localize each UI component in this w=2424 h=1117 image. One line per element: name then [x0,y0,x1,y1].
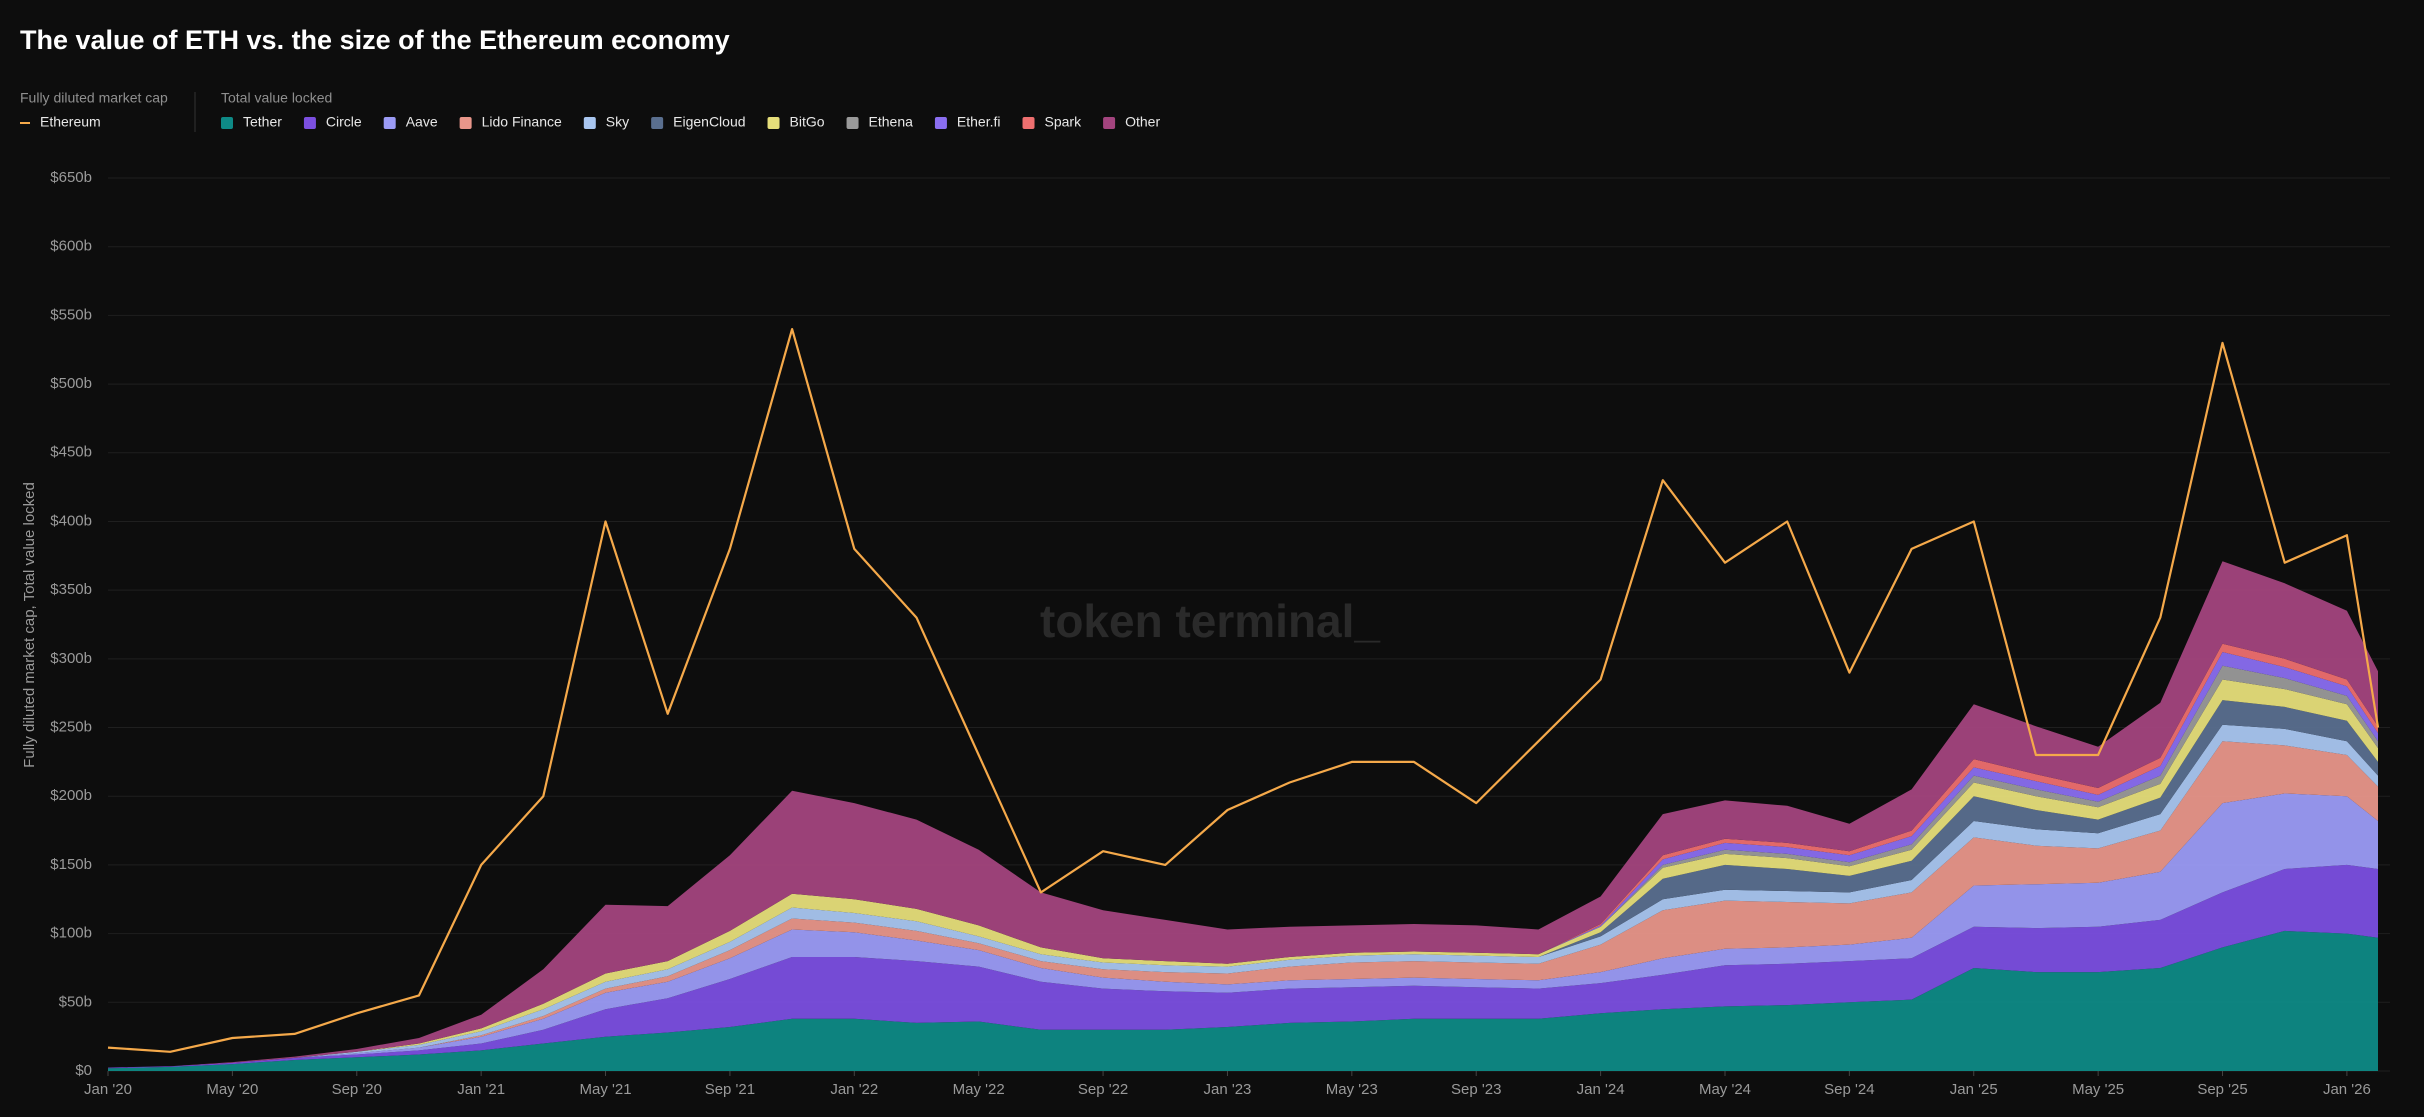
x-tick-label: Jan '22 [830,1081,878,1098]
legend-group-label: Fully diluted market cap [20,90,168,106]
legend-swatch [459,117,472,129]
area-3 [108,741,2378,1068]
legend-swatch [651,117,664,129]
legend-swatch [583,117,596,129]
x-tick-label: Sep '22 [1078,1081,1128,1098]
legend-swatch [303,117,316,129]
area-0 [108,930,2378,1071]
legend-label: Ethereum [40,114,101,130]
legend-label: Aave [406,114,438,130]
x-tick-label: May '22 [953,1081,1005,1098]
legend-label: EigenCloud [673,114,745,130]
y-tick-label: $0 [75,1062,92,1079]
chart-title: The value of ETH vs. the size of the Eth… [20,25,730,55]
y-tick-label: $100b [50,925,92,942]
x-tick-label: Jan '25 [1950,1081,1998,1098]
legend-swatch [846,117,859,129]
legend-label: Spark [1045,114,1083,130]
legend-label: Lido Finance [482,114,562,130]
x-tick-label: May '20 [206,1081,258,1098]
x-tick-label: Sep '20 [332,1081,382,1098]
legend-label: Sky [606,114,629,130]
y-tick-label: $500b [50,375,92,392]
x-tick-label: Sep '24 [1824,1081,1874,1098]
y-tick-label: $650b [50,169,92,186]
area-1 [108,864,2378,1069]
area-2 [108,793,2378,1068]
y-axis-label: Fully diluted market cap, Total value lo… [21,482,38,768]
y-tick-label: $450b [50,444,92,461]
y-tick-label: $200b [50,787,92,804]
legend-label: Ethena [869,114,914,130]
legend-label: Other [1125,114,1160,130]
x-tick-label: May '25 [2072,1081,2124,1098]
legend-label: Tether [243,114,282,130]
y-tick-label: $600b [50,238,92,255]
x-tick-label: May '23 [1326,1081,1378,1098]
x-tick-label: Sep '23 [1451,1081,1501,1098]
legend-swatch [934,117,947,129]
legend-swatch [767,117,780,129]
x-tick-label: Jan '24 [1577,1081,1625,1098]
y-tick-label: $550b [50,306,92,323]
legend-swatch [1022,117,1035,129]
y-tick-label: $50b [59,993,92,1010]
y-tick-label: $400b [50,512,92,529]
legend-swatch [1103,117,1116,129]
y-tick-label: $250b [50,719,92,736]
x-tick-label: Jan '21 [457,1081,505,1098]
y-tick-label: $350b [50,581,92,598]
x-tick-label: Jan '23 [1203,1081,1251,1098]
x-tick-label: Sep '25 [2197,1081,2247,1098]
legend-group-label: Total value locked [221,90,332,106]
watermark: token terminal_ [1040,595,1380,647]
line [107,328,2380,1053]
y-tick-label: $300b [50,650,92,667]
x-tick-label: May '24 [1699,1081,1751,1098]
legend-label: Circle [326,114,362,130]
x-tick-label: Jan '26 [2323,1081,2371,1098]
legend-swatch [221,117,233,129]
y-tick-label: $150b [50,856,92,873]
legend-label: Ether.fi [957,114,1001,130]
legend-swatch [383,117,396,129]
x-tick-label: Jan '20 [84,1081,132,1098]
x-tick-label: Sep '21 [705,1081,755,1098]
legend-label: BitGo [790,114,825,130]
area-10 [108,561,2378,1068]
x-tick-label: May '21 [580,1081,632,1098]
